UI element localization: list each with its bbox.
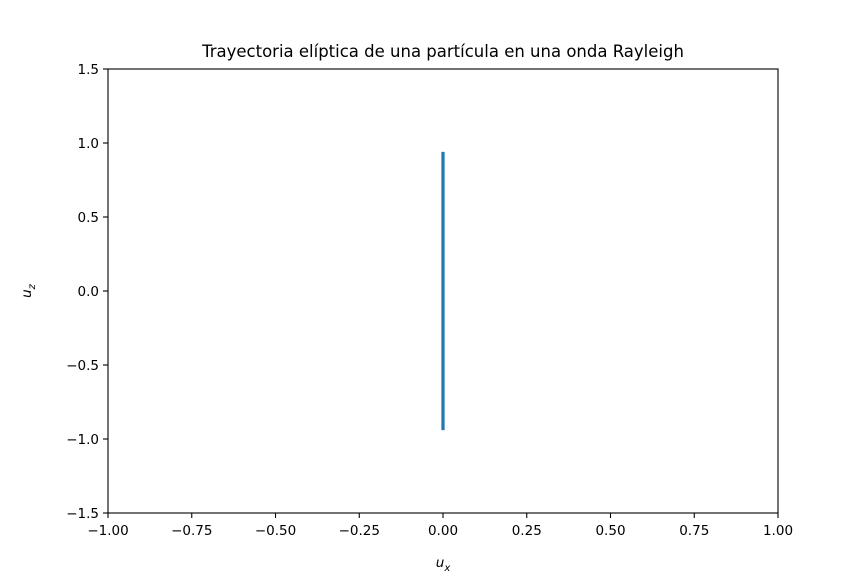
x-tick-label: 0.00 xyxy=(428,523,458,539)
y-tick-label: 1.0 xyxy=(78,136,99,152)
x-axis-label-subscript: x xyxy=(443,563,450,574)
x-tick-label: 0.50 xyxy=(595,523,625,539)
x-axis-ticks: −1.00 −0.75 −0.50 −0.25 0.00 0.25 0.50 0.75 1.00 xyxy=(87,513,793,539)
y-axis-label-subscript: z xyxy=(27,283,38,290)
y-tick-label: −1.5 xyxy=(66,506,99,522)
x-tick-label: 1.00 xyxy=(763,523,793,539)
x-tick-label: −0.25 xyxy=(339,523,380,539)
x-tick-label: −0.75 xyxy=(171,523,212,539)
y-axis-label-base: u xyxy=(19,289,35,298)
y-tick-label: −1.0 xyxy=(66,432,99,448)
y-axis-label: uz xyxy=(19,283,38,298)
x-tick-label: 0.75 xyxy=(679,523,709,539)
x-tick-label: 0.25 xyxy=(512,523,542,539)
x-tick-label: −1.00 xyxy=(87,523,128,539)
x-axis-label-base: u xyxy=(436,555,445,571)
y-tick-label: 0.5 xyxy=(78,210,99,226)
chart-title: Trayectoria elíptica de una partícula en… xyxy=(201,42,684,61)
y-tick-label: −0.5 xyxy=(66,358,99,374)
x-axis-label: ux xyxy=(436,555,451,574)
x-tick-label: −0.50 xyxy=(255,523,296,539)
y-axis-ticks: −1.5 −1.0 −0.5 0.0 0.5 1.0 1.5 xyxy=(66,62,108,522)
y-tick-label: 1.5 xyxy=(78,62,99,78)
y-tick-label: 0.0 xyxy=(78,284,99,300)
